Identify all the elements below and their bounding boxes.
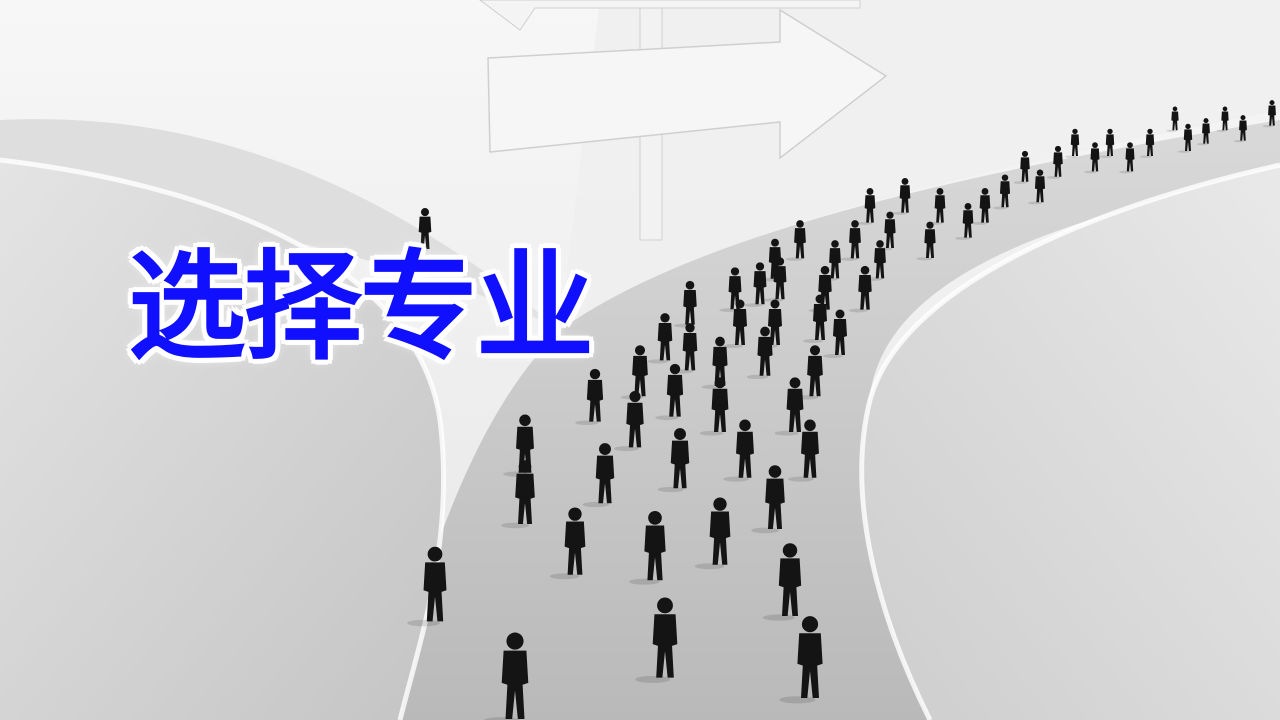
sign-arrow-right	[487, 8, 888, 160]
walking-person	[1177, 123, 1193, 153]
ground-right	[861, 165, 1280, 720]
walking-person	[582, 443, 615, 508]
walking-person	[865, 240, 886, 281]
walking-person	[657, 428, 690, 493]
ground-left	[0, 160, 444, 720]
road-main	[380, 120, 1280, 720]
walking-person	[723, 299, 747, 348]
walking-person	[501, 460, 535, 529]
walking-person	[620, 345, 648, 400]
crowd	[407, 100, 1276, 720]
walking-person	[823, 309, 847, 358]
walking-person	[1046, 145, 1063, 179]
walking-person	[503, 414, 534, 477]
walking-person	[955, 203, 974, 240]
walking-person	[848, 265, 872, 313]
walking-person	[916, 221, 936, 261]
walking-person	[751, 465, 785, 534]
walking-person	[1139, 128, 1155, 158]
walking-person	[613, 390, 644, 452]
walking-person	[788, 419, 819, 482]
walking-person	[803, 294, 827, 343]
walking-person	[1099, 128, 1115, 158]
walking-person	[647, 313, 673, 364]
walking-person	[1084, 142, 1100, 174]
walking-person	[1262, 100, 1276, 128]
walking-person	[1064, 128, 1080, 158]
walking-person	[785, 220, 806, 261]
walking-person	[655, 363, 684, 421]
walking-person	[1013, 150, 1030, 184]
walking-person	[972, 188, 991, 225]
walking-person	[746, 326, 773, 380]
walking-person	[1216, 106, 1229, 132]
walking-person	[744, 262, 767, 307]
walking-person	[1196, 118, 1210, 146]
walking-person	[635, 597, 678, 683]
walking-person	[774, 377, 804, 436]
walking-person	[483, 632, 529, 720]
walking-person	[857, 188, 876, 225]
walking-person	[699, 377, 729, 436]
walking-person	[1027, 169, 1046, 205]
walking-person	[840, 220, 861, 261]
walking-person	[409, 208, 432, 252]
walking-person	[723, 419, 754, 482]
walking-person	[1166, 106, 1179, 132]
walking-person	[892, 178, 911, 215]
ground-right-edge	[859, 162, 1280, 720]
signpost	[479, 0, 888, 241]
walking-person	[779, 616, 823, 704]
walking-person	[694, 497, 731, 570]
walking-person	[762, 543, 802, 621]
road-left-branch	[0, 119, 560, 330]
walking-person	[575, 368, 604, 426]
walking-person	[407, 546, 447, 627]
sign-arrow-upper	[479, 0, 861, 31]
walking-person	[549, 507, 586, 580]
ground-left-edge	[0, 157, 447, 720]
walking-person	[992, 174, 1011, 210]
walking-person	[1233, 115, 1247, 143]
walking-person	[629, 511, 666, 585]
walking-person	[1119, 142, 1135, 174]
page-title: 选择专业	[128, 238, 594, 376]
